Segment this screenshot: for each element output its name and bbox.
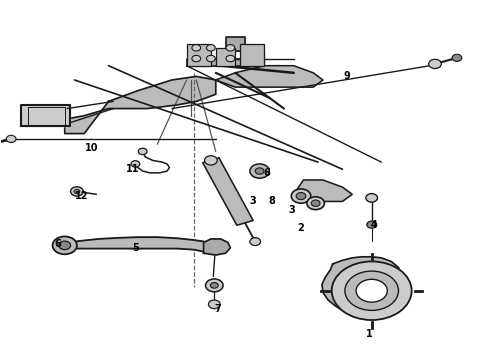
Circle shape	[255, 168, 264, 174]
Circle shape	[332, 261, 412, 320]
Circle shape	[356, 279, 387, 302]
Circle shape	[208, 300, 220, 309]
Polygon shape	[187, 37, 265, 66]
Polygon shape	[203, 158, 253, 225]
Circle shape	[131, 161, 140, 167]
Polygon shape	[21, 105, 70, 126]
Text: 2: 2	[297, 223, 304, 233]
Text: 9: 9	[344, 71, 351, 81]
Circle shape	[205, 279, 223, 292]
Polygon shape	[294, 180, 352, 202]
Bar	[187, 44, 211, 66]
Text: 1: 1	[366, 329, 372, 339]
Circle shape	[206, 55, 215, 62]
Text: 10: 10	[85, 143, 98, 153]
Circle shape	[204, 156, 217, 165]
Polygon shape	[67, 237, 213, 254]
Bar	[240, 44, 265, 66]
Text: 6: 6	[264, 168, 270, 178]
Circle shape	[192, 45, 201, 51]
Circle shape	[429, 59, 441, 68]
Circle shape	[52, 237, 77, 254]
Circle shape	[192, 55, 201, 62]
Polygon shape	[203, 239, 230, 255]
Circle shape	[210, 283, 218, 288]
Circle shape	[250, 164, 270, 178]
Circle shape	[206, 45, 215, 51]
Polygon shape	[65, 76, 216, 134]
Circle shape	[71, 187, 83, 196]
Polygon shape	[322, 257, 401, 314]
Text: 3: 3	[249, 197, 256, 206]
Circle shape	[138, 148, 147, 155]
Circle shape	[59, 241, 71, 249]
Text: 3: 3	[288, 205, 294, 215]
Circle shape	[307, 197, 324, 210]
Circle shape	[6, 135, 16, 143]
Circle shape	[226, 45, 235, 51]
Text: 8: 8	[269, 197, 275, 206]
Circle shape	[367, 221, 376, 228]
Circle shape	[345, 271, 398, 310]
Circle shape	[226, 55, 235, 62]
Circle shape	[366, 194, 377, 202]
Text: 5: 5	[132, 243, 139, 253]
Text: 12: 12	[75, 191, 89, 201]
Text: 6: 6	[54, 239, 61, 249]
Circle shape	[296, 193, 306, 200]
Circle shape	[74, 189, 80, 194]
Text: 4: 4	[371, 220, 377, 230]
Circle shape	[452, 54, 462, 62]
Text: 7: 7	[215, 303, 221, 314]
Text: 11: 11	[126, 164, 140, 174]
Circle shape	[311, 200, 320, 206]
Polygon shape	[216, 66, 323, 87]
Bar	[216, 48, 235, 66]
Circle shape	[250, 238, 261, 246]
Circle shape	[291, 189, 311, 203]
